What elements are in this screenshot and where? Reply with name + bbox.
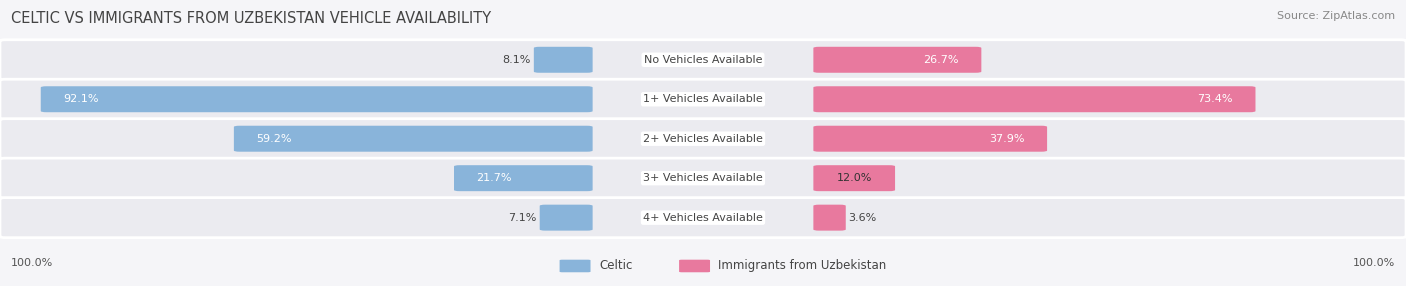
FancyBboxPatch shape bbox=[454, 165, 592, 191]
Text: 21.7%: 21.7% bbox=[477, 173, 512, 183]
Text: 3+ Vehicles Available: 3+ Vehicles Available bbox=[643, 173, 763, 183]
FancyBboxPatch shape bbox=[679, 260, 710, 272]
FancyBboxPatch shape bbox=[813, 205, 846, 231]
Text: Source: ZipAtlas.com: Source: ZipAtlas.com bbox=[1277, 11, 1395, 21]
FancyBboxPatch shape bbox=[41, 86, 592, 112]
Text: 4+ Vehicles Available: 4+ Vehicles Available bbox=[643, 213, 763, 223]
Text: 1+ Vehicles Available: 1+ Vehicles Available bbox=[643, 94, 763, 104]
FancyBboxPatch shape bbox=[0, 119, 1406, 159]
Text: 26.7%: 26.7% bbox=[924, 55, 959, 65]
Text: 100.0%: 100.0% bbox=[11, 258, 53, 268]
Text: 7.1%: 7.1% bbox=[509, 213, 537, 223]
FancyBboxPatch shape bbox=[0, 198, 1406, 238]
Text: No Vehicles Available: No Vehicles Available bbox=[644, 55, 762, 65]
FancyBboxPatch shape bbox=[813, 47, 981, 73]
FancyBboxPatch shape bbox=[560, 260, 591, 272]
Text: 12.0%: 12.0% bbox=[837, 173, 873, 183]
Text: 2+ Vehicles Available: 2+ Vehicles Available bbox=[643, 134, 763, 144]
FancyBboxPatch shape bbox=[813, 165, 896, 191]
Text: 59.2%: 59.2% bbox=[256, 134, 292, 144]
FancyBboxPatch shape bbox=[233, 126, 592, 152]
FancyBboxPatch shape bbox=[534, 47, 592, 73]
FancyBboxPatch shape bbox=[813, 126, 1047, 152]
FancyBboxPatch shape bbox=[540, 205, 592, 231]
FancyBboxPatch shape bbox=[0, 79, 1406, 119]
Text: Celtic: Celtic bbox=[599, 259, 633, 273]
Text: Immigrants from Uzbekistan: Immigrants from Uzbekistan bbox=[718, 259, 887, 273]
Text: 3.6%: 3.6% bbox=[849, 213, 877, 223]
Text: CELTIC VS IMMIGRANTS FROM UZBEKISTAN VEHICLE AVAILABILITY: CELTIC VS IMMIGRANTS FROM UZBEKISTAN VEH… bbox=[11, 11, 491, 26]
FancyBboxPatch shape bbox=[0, 158, 1406, 198]
Text: 37.9%: 37.9% bbox=[988, 134, 1025, 144]
FancyBboxPatch shape bbox=[0, 40, 1406, 80]
Text: 73.4%: 73.4% bbox=[1198, 94, 1233, 104]
FancyBboxPatch shape bbox=[813, 86, 1256, 112]
Text: 92.1%: 92.1% bbox=[63, 94, 98, 104]
Text: 100.0%: 100.0% bbox=[1353, 258, 1395, 268]
Text: 8.1%: 8.1% bbox=[503, 55, 531, 65]
